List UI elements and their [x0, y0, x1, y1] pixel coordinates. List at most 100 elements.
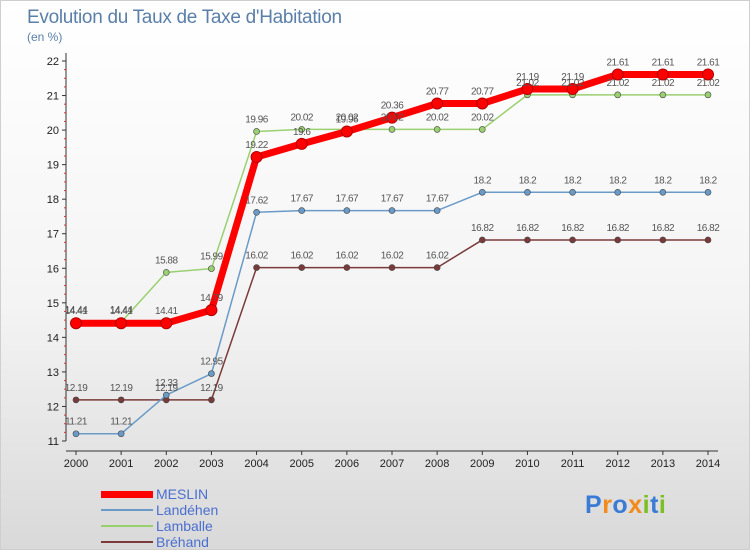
data-label-lamballe: 15.88 [155, 255, 178, 266]
brand-logo: Proxiti [585, 491, 667, 519]
data-point-landehen [298, 207, 306, 214]
data-label-lamballe: 21.02 [606, 78, 629, 89]
data-point-landehen [569, 188, 576, 196]
data-point-landehen [162, 391, 170, 399]
x-tick-label-2007: 2007 [380, 458, 404, 470]
data-point-meslin [431, 97, 444, 110]
data-label-meslin: 20.77 [471, 86, 494, 97]
legend-label-brehand: Bréhand [156, 534, 209, 550]
data-point-landehen [343, 207, 351, 214]
x-tick-label-2013: 2013 [651, 458, 675, 470]
data-point-brehand [388, 264, 396, 271]
data-point-landehen [704, 188, 712, 196]
data-point-meslin [160, 317, 173, 330]
data-label-meslin: 14.79 [200, 293, 223, 304]
data-label-landehen: 12.33 [155, 378, 178, 389]
chart-title: Evolution du Taux de Taxe d'Habitation [27, 7, 342, 28]
data-point-landehen [388, 207, 396, 214]
data-point-meslin [702, 68, 714, 81]
data-label-lamballe: 20.02 [471, 112, 494, 123]
y-tick-label-13: 13 [47, 367, 59, 379]
data-point-brehand [253, 264, 260, 271]
data-point-meslin [295, 137, 308, 150]
data-label-lamballe: 20.02 [426, 112, 449, 123]
data-label-meslin: 21.61 [606, 57, 629, 68]
data-label-landehen: 11.21 [65, 417, 88, 428]
x-tick-label-2011: 2011 [561, 458, 585, 470]
data-label-brehand: 16.82 [697, 223, 720, 234]
legend-label-lamballe: Lamballe [156, 518, 213, 534]
data-point-meslin [386, 111, 398, 124]
data-point-lamballe [614, 91, 622, 99]
data-label-brehand: 12.19 [200, 383, 223, 394]
x-tick-label-2012: 2012 [605, 458, 629, 470]
data-label-landehen: 17.67 [426, 194, 449, 205]
data-label-lamballe: 21.02 [652, 78, 675, 89]
x-tick-label-2000: 2000 [64, 458, 88, 470]
y-tick-label-14: 14 [47, 332, 59, 344]
data-point-landehen [117, 430, 125, 438]
data-label-lamballe: 15.99 [200, 252, 223, 263]
data-label-meslin: 19.22 [245, 140, 268, 151]
data-point-landehen [433, 207, 441, 214]
data-point-lamballe [162, 269, 170, 276]
chart-subtitle: (en %) [27, 30, 63, 44]
data-point-brehand [433, 264, 441, 271]
y-tick-label-12: 12 [47, 401, 59, 413]
data-label-lamballe: 14.44 [110, 305, 133, 316]
data-point-meslin [566, 82, 579, 95]
data-label-brehand: 16.82 [471, 223, 494, 234]
data-label-meslin: 21.19 [561, 72, 584, 83]
y-tick-label-18: 18 [47, 194, 59, 206]
data-point-lamballe [433, 126, 441, 133]
data-point-brehand [298, 264, 306, 271]
data-point-landehen [478, 188, 486, 196]
data-label-landehen: 17.62 [245, 195, 268, 206]
data-label-meslin: 19.96 [336, 114, 359, 125]
data-point-lamballe [253, 128, 260, 135]
data-point-landehen [72, 430, 80, 438]
data-point-landehen [659, 188, 667, 196]
data-point-brehand [569, 236, 576, 244]
data-label-meslin: 20.36 [381, 101, 404, 112]
y-tick-label-17: 17 [47, 229, 59, 241]
data-point-brehand [704, 236, 712, 244]
legend-swatch-landehen [101, 509, 153, 511]
data-point-brehand [72, 396, 80, 404]
data-label-meslin: 14.41 [110, 306, 133, 317]
data-point-lamballe [298, 126, 306, 133]
data-point-lamballe [659, 91, 667, 99]
data-label-brehand: 16.02 [290, 251, 313, 262]
data-point-lamballe [388, 126, 396, 133]
data-label-brehand: 12.19 [110, 383, 133, 394]
data-point-meslin [70, 317, 82, 330]
x-tick-label-2003: 2003 [199, 458, 223, 470]
x-tick-label-2009: 2009 [470, 458, 494, 470]
data-point-lamballe [478, 126, 486, 133]
data-label-brehand: 16.82 [652, 223, 675, 234]
data-label-lamballe: 20.02 [290, 112, 313, 123]
y-tick-label-19: 19 [47, 160, 59, 172]
data-point-meslin [611, 68, 624, 81]
x-tick-label-2001: 2001 [109, 458, 133, 470]
data-point-meslin [205, 304, 218, 317]
data-point-meslin [115, 317, 128, 330]
legend-swatch-lamballe [101, 525, 153, 527]
data-label-landehen: 17.67 [381, 194, 404, 205]
x-tick-label-2010: 2010 [515, 458, 539, 470]
data-label-meslin: 14.41 [155, 306, 178, 317]
data-point-meslin [250, 151, 263, 164]
data-label-landehen: 12.95 [200, 357, 223, 368]
legend-label-meslin: MESLIN [156, 486, 209, 502]
data-label-brehand: 16.02 [381, 251, 404, 262]
x-tick-label-2004: 2004 [244, 458, 268, 470]
data-label-lamballe: 21.02 [516, 78, 539, 89]
legend-swatch-meslin [101, 490, 153, 498]
data-point-brehand [117, 396, 125, 404]
data-label-brehand: 16.82 [561, 223, 584, 234]
legend-swatch-brehand [101, 541, 153, 543]
data-point-meslin [656, 68, 669, 81]
data-label-landehen: 18.2 [609, 175, 627, 186]
